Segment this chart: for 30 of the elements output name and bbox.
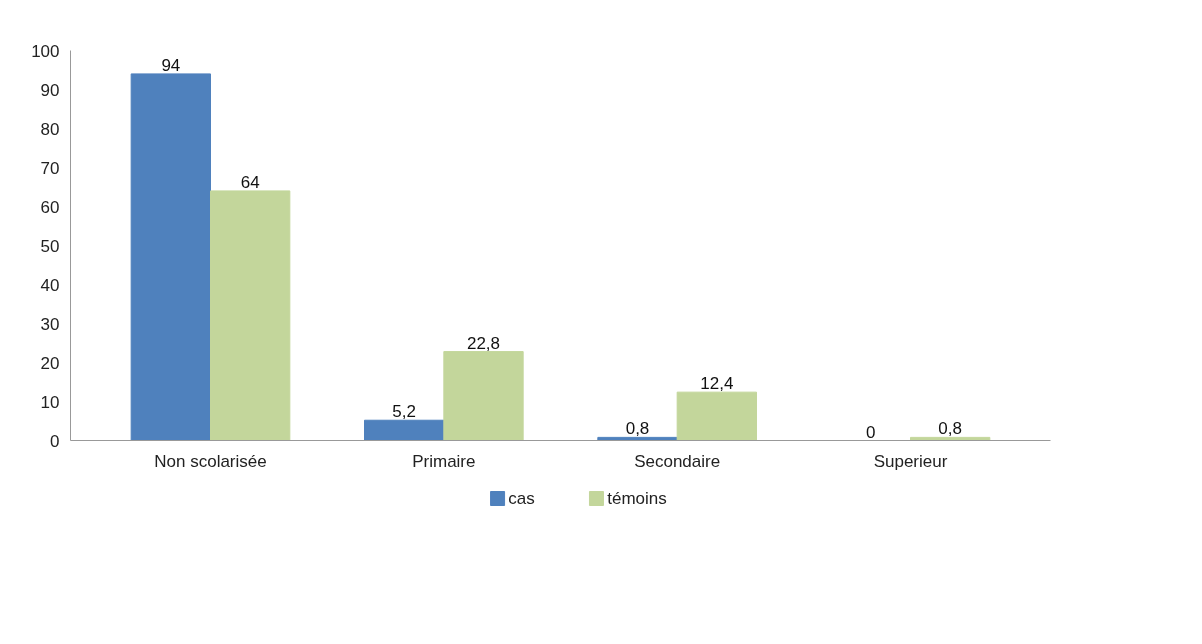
y-tick-label: 0 bbox=[50, 431, 60, 451]
data-label: 94 bbox=[161, 55, 181, 75]
x-tick-label: Superieur bbox=[873, 451, 948, 471]
y-tick-label: 60 bbox=[40, 197, 60, 217]
x-tick-label: Non scolarisée bbox=[154, 451, 267, 471]
x-tick-label: Primaire bbox=[412, 451, 476, 471]
y-tick-label: 30 bbox=[40, 314, 60, 334]
data-label: 22,8 bbox=[466, 333, 501, 353]
y-tick-label: 50 bbox=[40, 236, 60, 256]
x-tick-label: Secondaire bbox=[634, 451, 721, 471]
data-label: 12,4 bbox=[700, 374, 734, 394]
bar bbox=[676, 391, 757, 441]
y-tick-label: 70 bbox=[40, 158, 60, 178]
data-label: 0,8 bbox=[938, 419, 962, 439]
y-tick-label: 40 bbox=[40, 275, 60, 295]
data-label: 64 bbox=[240, 172, 260, 192]
y-tick-label: 100 bbox=[31, 41, 60, 61]
y-tick-label: 80 bbox=[40, 119, 60, 139]
bar bbox=[364, 419, 445, 441]
legend-label: cas bbox=[508, 489, 535, 508]
data-label: 0,8 bbox=[625, 419, 650, 439]
bar bbox=[210, 190, 291, 441]
bar bbox=[130, 73, 211, 441]
data-label: 0 bbox=[866, 422, 876, 442]
y-tick-label: 10 bbox=[40, 392, 60, 412]
legend-label: témoins bbox=[607, 489, 667, 508]
bar bbox=[443, 351, 524, 441]
data-label: 5,2 bbox=[392, 402, 416, 422]
y-tick-label: 90 bbox=[40, 80, 60, 100]
y-tick-label: 20 bbox=[40, 353, 60, 373]
